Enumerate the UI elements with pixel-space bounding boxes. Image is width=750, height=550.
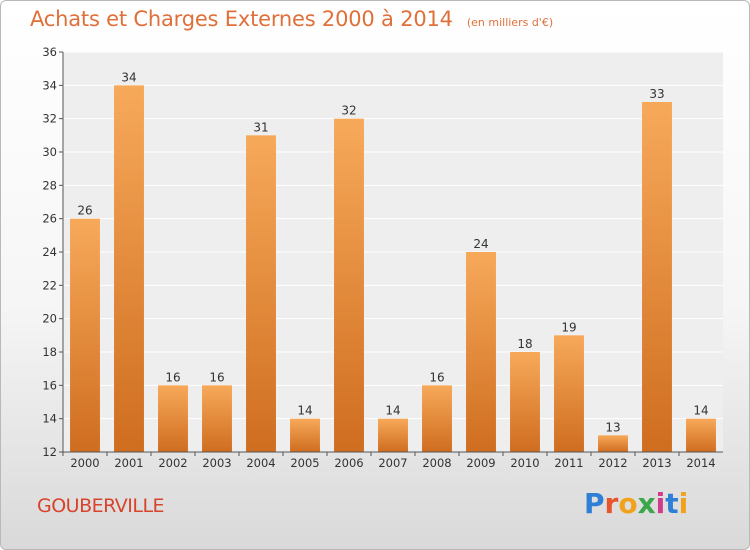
y-tick-label: 34 bbox=[42, 78, 57, 92]
data-label-2010: 18 bbox=[517, 337, 532, 351]
data-label-2006: 32 bbox=[341, 104, 356, 118]
data-label-2012: 13 bbox=[605, 420, 620, 434]
bar-2014 bbox=[686, 418, 716, 452]
bar-2003 bbox=[202, 385, 232, 452]
chart-subtitle: (en milliers d'€) bbox=[466, 16, 554, 29]
data-label-2000: 26 bbox=[77, 204, 92, 218]
bar-2011 bbox=[554, 335, 584, 452]
title-row: Achats et Charges Externes 2000 à 2014 (… bbox=[30, 7, 553, 31]
data-label-2004: 31 bbox=[253, 120, 268, 134]
y-tick-label: 20 bbox=[42, 312, 57, 326]
data-label-2003: 16 bbox=[209, 370, 224, 384]
bar-2000 bbox=[70, 218, 100, 452]
logo-letter: x bbox=[637, 487, 656, 520]
logo-letter: i bbox=[678, 487, 689, 520]
x-tick-label: 2009 bbox=[466, 456, 495, 470]
x-tick-label: 2000 bbox=[70, 456, 99, 470]
logo-letter: o bbox=[618, 487, 638, 520]
bar-2005 bbox=[290, 418, 320, 452]
bar-2008 bbox=[422, 385, 452, 452]
bar-2013 bbox=[642, 102, 672, 452]
x-tick-label: 2005 bbox=[290, 456, 319, 470]
y-axis: 12 14 16 18 20 22 24 26 28 30 32 34 36 bbox=[42, 45, 64, 459]
y-tick-label: 22 bbox=[42, 278, 57, 292]
logo-letter: r bbox=[604, 487, 619, 520]
x-tick-label: 2003 bbox=[202, 456, 231, 470]
x-tick-label: 2011 bbox=[554, 456, 583, 470]
x-tick-label: 2001 bbox=[114, 456, 143, 470]
bar-2010 bbox=[510, 352, 540, 452]
data-label-2005: 14 bbox=[297, 404, 312, 418]
x-axis: 2000 2001 2002 2003 2004 2005 2006 2007 2008 2009… bbox=[62, 451, 723, 470]
bar-2009 bbox=[466, 252, 496, 452]
commune-name: GOUBERVILLE bbox=[37, 495, 165, 517]
data-label-2007: 14 bbox=[385, 404, 400, 418]
proxiti-logo[interactable]: Proxiti bbox=[584, 487, 688, 520]
chart-title: Achats et Charges Externes 2000 à 2014 bbox=[30, 7, 453, 31]
x-tick-label: 2002 bbox=[158, 456, 187, 470]
y-tick-label: 32 bbox=[42, 112, 57, 126]
data-label-2001: 34 bbox=[121, 70, 136, 84]
x-tick-label: 2008 bbox=[422, 456, 451, 470]
bar-2007 bbox=[378, 418, 408, 452]
x-tick-label: 2013 bbox=[642, 456, 671, 470]
y-tick-label: 36 bbox=[42, 45, 57, 59]
y-tick-label: 28 bbox=[42, 178, 57, 192]
bar-2004 bbox=[246, 135, 276, 453]
data-label-2013: 33 bbox=[649, 87, 664, 101]
y-tick-label: 30 bbox=[42, 145, 57, 159]
logo-letter: i bbox=[655, 487, 666, 520]
x-tick-label: 2014 bbox=[686, 456, 715, 470]
x-tick-label: 2010 bbox=[510, 456, 539, 470]
y-tick-label: 12 bbox=[42, 445, 57, 459]
y-tick-label: 24 bbox=[42, 245, 57, 259]
x-tick-label: 2006 bbox=[334, 456, 363, 470]
bar-2001 bbox=[114, 85, 144, 452]
grid-lines bbox=[63, 51, 723, 453]
y-tick-label: 18 bbox=[42, 345, 57, 359]
y-tick-label: 14 bbox=[42, 412, 57, 426]
x-tick-label: 2012 bbox=[598, 456, 627, 470]
logo-letter: P bbox=[584, 487, 605, 520]
data-label-2014: 14 bbox=[693, 404, 708, 418]
data-label-2009: 24 bbox=[473, 237, 488, 251]
y-tick-label: 26 bbox=[42, 212, 57, 226]
bars: 26 34 16 16 31 14 32 14 16 24 18 19 13 33 14 bbox=[70, 70, 716, 453]
x-tick-label: 2004 bbox=[246, 456, 275, 470]
y-tick-label: 16 bbox=[42, 378, 57, 392]
data-label-2002: 16 bbox=[165, 370, 180, 384]
bar-2002 bbox=[158, 385, 188, 452]
data-label-2008: 16 bbox=[429, 370, 444, 384]
logo-letter: t bbox=[665, 487, 679, 520]
data-label-2011: 19 bbox=[561, 320, 576, 334]
bar-2006 bbox=[334, 118, 364, 453]
x-tick-label: 2007 bbox=[378, 456, 407, 470]
bar-2012 bbox=[598, 435, 628, 452]
